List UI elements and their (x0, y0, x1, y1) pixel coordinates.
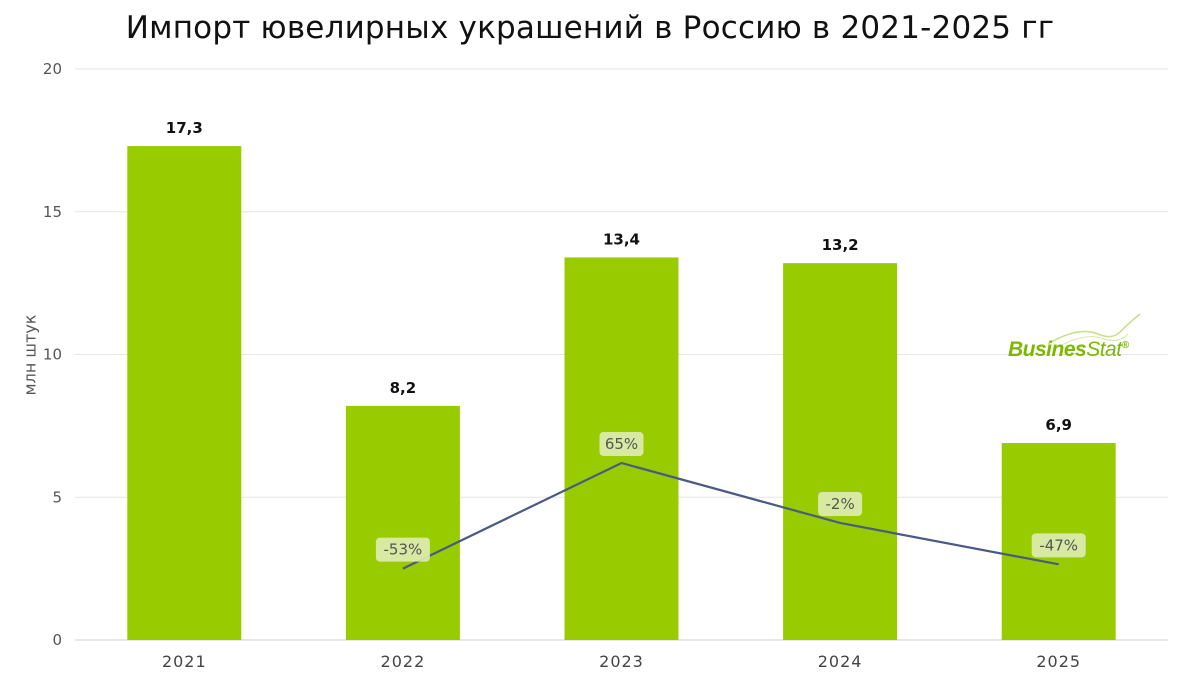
x-tick-label: 2022 (381, 652, 426, 671)
value-label: 8,2 (390, 379, 417, 397)
growth-label-box (818, 491, 863, 516)
businessstat-logo: BusinesStat® (1008, 312, 1148, 372)
value-label: 13,4 (603, 230, 640, 248)
y-tick-label: 15 (43, 203, 62, 221)
logo-swoosh-icon (1047, 313, 1141, 347)
growth-label: -2% (825, 495, 854, 513)
bar-2024 (783, 263, 898, 640)
bar-2021 (127, 146, 242, 640)
logo-part-1: Busines (1008, 338, 1087, 361)
growth-label-box (1031, 533, 1086, 558)
x-tick-label: 2025 (1036, 652, 1081, 671)
logo-part-2: Stat (1086, 338, 1122, 361)
y-tick-label: 5 (52, 488, 62, 506)
growth-label-box (599, 431, 644, 456)
growth-label-box (375, 537, 430, 562)
bars (127, 146, 1116, 640)
growth-polyline (402, 461, 1059, 570)
x-tick-label: 2024 (818, 652, 863, 671)
growth-line (402, 461, 1059, 570)
y-tick-label: 20 (43, 60, 62, 78)
bar-2022 (345, 405, 460, 640)
y-tick-label: 0 (52, 631, 62, 649)
value-label: 17,3 (166, 119, 203, 137)
x-tick-label: 2021 (162, 652, 207, 671)
logo-text: BusinesStat® (1008, 338, 1129, 362)
y-tick-label: 10 (43, 346, 62, 364)
value-label: 6,9 (1045, 416, 1072, 434)
chart-title: Импорт ювелирных украшений в Россию в 20… (125, 10, 1055, 46)
growth-label: -53% (384, 541, 423, 559)
growth-label: 65% (605, 435, 638, 453)
logo-registered-mark: ® (1121, 340, 1129, 351)
x-tick-label: 2023 (599, 652, 644, 671)
growth-label: -47% (1039, 536, 1078, 554)
value-label: 13,2 (822, 236, 859, 254)
labels: 0 5 10 15 20 17,3 2021 8,2 2022 13,4 2023 13,2 2024 6… (43, 60, 1086, 671)
